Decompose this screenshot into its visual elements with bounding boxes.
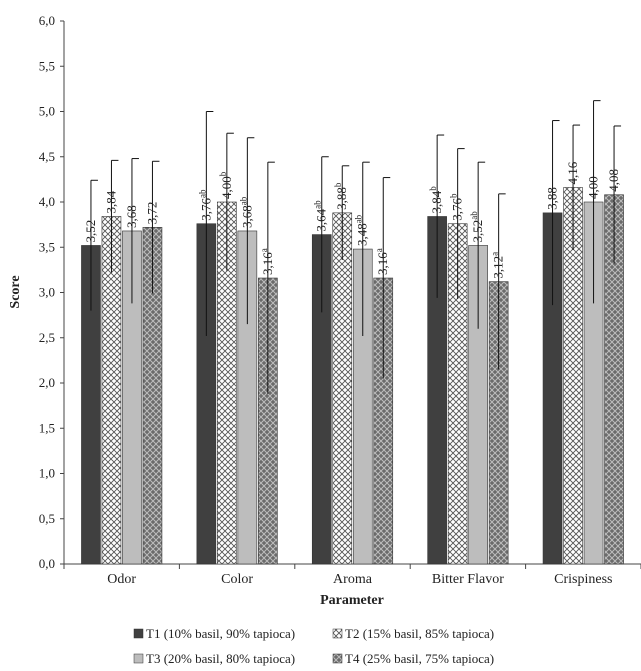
x-tick-label: Crispiness bbox=[554, 572, 612, 587]
legend-label-t1: T1 (10% basil, 90% tapioca) bbox=[146, 626, 295, 641]
y-tick-label: 0,5 bbox=[39, 511, 55, 526]
data-label: 3,12a bbox=[490, 252, 506, 279]
y-axis: 0,00,51,01,52,02,53,03,54,04,55,05,56,0 … bbox=[8, 13, 65, 571]
legend-label-t4: T4 (25% basil, 75% tapioca) bbox=[345, 651, 494, 666]
data-label: 3,52 bbox=[83, 220, 98, 243]
y-tick-label: 6,0 bbox=[39, 13, 55, 28]
data-label: 4,08 bbox=[606, 169, 621, 192]
x-axis-label: Parameter bbox=[320, 593, 384, 608]
y-tick-label: 4,5 bbox=[39, 149, 55, 164]
legend-entry-t1: T1 (10% basil, 90% tapioca) bbox=[133, 626, 295, 641]
legend-entry-t3: T3 (20% basil, 80% tapioca) bbox=[133, 651, 295, 666]
y-tick-label: 1,5 bbox=[39, 420, 55, 435]
bars-layer bbox=[81, 187, 624, 565]
data-label: 4,00 bbox=[586, 176, 601, 199]
data-label: 3,52ab bbox=[469, 211, 485, 243]
data-label: 3,64ab bbox=[313, 200, 329, 232]
data-label: 3,88 bbox=[545, 187, 560, 210]
legend: T1 (10% basil, 90% tapioca) T2 (15% basi… bbox=[133, 626, 494, 666]
data-label: 3,16a bbox=[259, 248, 275, 275]
data-label: 3,48ab bbox=[354, 214, 370, 246]
data-label: 3,68ab bbox=[238, 196, 254, 228]
y-tick-label: 1,0 bbox=[39, 466, 55, 481]
data-label: 3,72 bbox=[144, 202, 159, 225]
data-label: 3,88b bbox=[333, 182, 349, 210]
x-tick-label: Color bbox=[221, 572, 253, 587]
legend-label-t3: T3 (20% basil, 80% tapioca) bbox=[146, 651, 295, 666]
data-label: 3,76b bbox=[449, 193, 465, 221]
data-label: 4,00b bbox=[218, 171, 234, 199]
data-label: 4,16 bbox=[565, 161, 580, 184]
data-label: 3,16a bbox=[374, 248, 390, 275]
y-tick-label: 2,5 bbox=[39, 330, 55, 345]
bar-crosshatch bbox=[332, 212, 353, 565]
y-tick-label: 3,5 bbox=[39, 239, 55, 254]
x-tick-label: Bitter Flavor bbox=[432, 572, 504, 587]
y-tick-label: 3,0 bbox=[39, 285, 55, 300]
legend-label-t2: T2 (15% basil, 85% tapioca) bbox=[345, 626, 494, 641]
y-axis-label: Score bbox=[8, 275, 23, 308]
data-label: 3,76ab bbox=[197, 189, 213, 221]
x-axis: Odor Color Aroma Bitter Flavor Crispiness Pa… bbox=[63, 563, 641, 608]
y-tick-label: 5,0 bbox=[39, 104, 55, 119]
data-label: 3,84b bbox=[428, 186, 444, 214]
x-tick-label: Odor bbox=[107, 572, 136, 587]
y-tick-label: 5,5 bbox=[39, 58, 55, 73]
y-tick-label: 4,0 bbox=[39, 194, 55, 209]
error-bars-layer bbox=[90, 100, 622, 394]
x-tick-label: Aroma bbox=[333, 572, 373, 587]
y-tick-label: 0,0 bbox=[39, 556, 55, 571]
y-tick-label: 2,0 bbox=[39, 375, 55, 390]
legend-entry-t4: T4 (25% basil, 75% tapioca) bbox=[332, 651, 494, 666]
data-label: 3,68 bbox=[124, 205, 139, 228]
legend-entry-t2: T2 (15% basil, 85% tapioca) bbox=[332, 626, 494, 641]
data-label: 3,84 bbox=[103, 190, 118, 213]
